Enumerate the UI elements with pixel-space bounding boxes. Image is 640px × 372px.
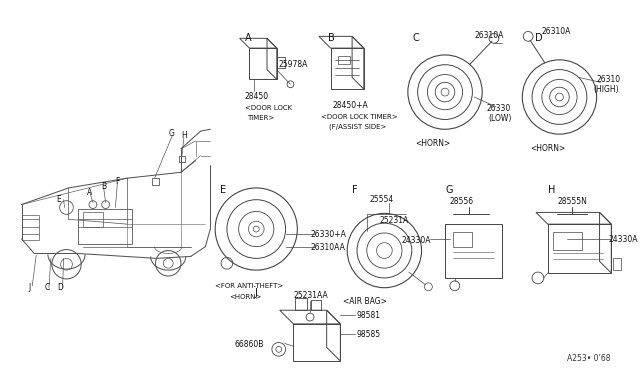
Text: F: F bbox=[115, 177, 120, 186]
Text: 26310A: 26310A bbox=[474, 32, 504, 41]
Text: 24330A: 24330A bbox=[401, 236, 431, 245]
Bar bbox=[613, 259, 621, 270]
Text: A253• 0’68: A253• 0’68 bbox=[567, 354, 611, 363]
Text: 28556: 28556 bbox=[450, 197, 474, 206]
Text: J: J bbox=[28, 283, 31, 292]
Text: 26310A: 26310A bbox=[542, 26, 572, 36]
Text: B: B bbox=[328, 33, 335, 44]
Text: 24330A: 24330A bbox=[609, 235, 638, 244]
Text: D: D bbox=[58, 283, 63, 292]
Bar bbox=[453, 232, 472, 247]
Bar bbox=[22, 215, 39, 240]
Text: (F/ASSIST SIDE>: (F/ASSIST SIDE> bbox=[328, 124, 386, 130]
Text: <HORN>: <HORN> bbox=[229, 294, 261, 299]
Text: 28555N: 28555N bbox=[557, 197, 588, 206]
Text: E: E bbox=[56, 195, 61, 204]
Bar bbox=[152, 178, 159, 185]
Text: 28450: 28450 bbox=[244, 92, 269, 101]
Text: (HIGH): (HIGH) bbox=[594, 85, 620, 94]
Text: 25978A: 25978A bbox=[279, 60, 308, 69]
Bar bbox=[339, 56, 350, 64]
Text: <AIR BAG>: <AIR BAG> bbox=[343, 298, 387, 307]
Text: 25231A: 25231A bbox=[380, 217, 409, 225]
Text: <HORN>: <HORN> bbox=[530, 144, 565, 153]
Text: <HORN>: <HORN> bbox=[415, 139, 451, 148]
Bar bbox=[83, 212, 102, 227]
Text: C: C bbox=[413, 33, 419, 44]
Text: 26330: 26330 bbox=[486, 104, 510, 113]
Text: (LOW): (LOW) bbox=[488, 113, 511, 123]
Text: 25554: 25554 bbox=[370, 195, 394, 204]
Text: 66860B: 66860B bbox=[235, 340, 264, 349]
Bar bbox=[552, 232, 582, 250]
Text: TIMER>: TIMER> bbox=[248, 115, 275, 121]
Bar bbox=[311, 301, 321, 310]
Text: 26310: 26310 bbox=[596, 76, 621, 84]
Text: E: E bbox=[220, 185, 226, 195]
Text: A: A bbox=[87, 188, 93, 197]
Text: <DOOR LOCK: <DOOR LOCK bbox=[244, 105, 292, 111]
Text: 26330+A: 26330+A bbox=[310, 230, 346, 239]
Text: 28450+A: 28450+A bbox=[333, 101, 368, 110]
Text: F: F bbox=[352, 185, 358, 195]
Text: C: C bbox=[44, 283, 49, 292]
Text: <DOOR LOCK TIMER>: <DOOR LOCK TIMER> bbox=[321, 113, 397, 120]
Text: J: J bbox=[254, 288, 257, 298]
Text: G: G bbox=[168, 129, 174, 138]
Text: 98581: 98581 bbox=[357, 311, 381, 320]
Text: 98585: 98585 bbox=[357, 330, 381, 339]
Text: A: A bbox=[244, 33, 251, 44]
Bar bbox=[78, 209, 132, 244]
Text: G: G bbox=[445, 185, 452, 195]
Bar bbox=[179, 155, 185, 161]
Text: H: H bbox=[181, 131, 187, 140]
Text: <FOR ANTI-THEFT>: <FOR ANTI-THEFT> bbox=[215, 283, 284, 289]
Text: 25231AA: 25231AA bbox=[293, 291, 328, 300]
Text: B: B bbox=[101, 182, 106, 191]
Text: 26310AA: 26310AA bbox=[310, 243, 345, 252]
Text: D: D bbox=[535, 33, 543, 44]
Bar bbox=[296, 298, 307, 310]
Text: H: H bbox=[548, 185, 555, 195]
